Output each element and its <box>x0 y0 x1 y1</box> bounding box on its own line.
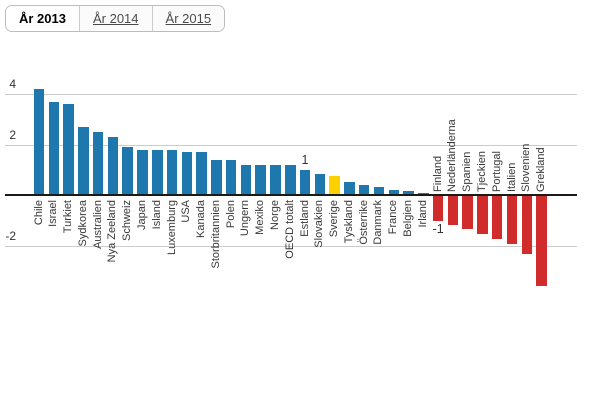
bar-label: Slovakien <box>313 200 326 248</box>
bar[interactable] <box>491 196 503 239</box>
bar[interactable] <box>166 149 178 196</box>
zero-axis-line <box>5 194 577 196</box>
bar[interactable] <box>521 196 532 255</box>
bar-label: Portugal <box>490 151 503 192</box>
bar[interactable] <box>92 131 104 195</box>
y-axis-tick-label: -2 <box>5 228 16 243</box>
bar-label: Norge <box>269 200 281 230</box>
bar[interactable] <box>344 182 355 195</box>
bar[interactable] <box>506 196 518 244</box>
bar-label: Estland <box>298 200 311 237</box>
bar[interactable] <box>63 104 74 195</box>
bar-label: France <box>387 200 400 235</box>
bar[interactable] <box>240 164 252 195</box>
bar[interactable] <box>122 147 133 195</box>
bar-label: Belgien <box>402 200 414 237</box>
bar[interactable] <box>403 191 414 195</box>
bar-label: Storbritannien <box>209 200 222 269</box>
bar[interactable] <box>477 196 488 234</box>
bar-label: Israel <box>47 200 60 227</box>
bar[interactable] <box>462 196 473 229</box>
bar[interactable] <box>536 196 547 286</box>
bar[interactable] <box>270 164 281 195</box>
bar[interactable] <box>285 164 296 195</box>
tab-year-2014[interactable]: År 2014 <box>78 6 152 31</box>
bar-label: Nederländerna <box>446 119 459 192</box>
bar-label: Ungern <box>239 200 252 237</box>
bar[interactable] <box>299 169 311 196</box>
bar[interactable] <box>78 126 89 195</box>
bar[interactable] <box>314 173 326 195</box>
bar[interactable] <box>447 196 459 225</box>
bar[interactable] <box>373 187 385 195</box>
bar-label: Australien <box>91 200 104 249</box>
bar[interactable] <box>358 184 370 195</box>
y-axis-tick-label: 2 <box>9 127 16 142</box>
bar-label: Österrike <box>357 200 370 245</box>
bar-label: USA <box>180 200 193 223</box>
gridline <box>5 144 577 146</box>
bar-label: Slovenien <box>520 143 533 192</box>
bar-label: Schweiz <box>121 200 134 241</box>
bar[interactable] <box>152 149 163 196</box>
annotation-value-label: 1 <box>301 152 309 167</box>
bar-label: Mexiko <box>254 200 267 235</box>
year-tab-bar: År 2013 År 2014 År 2015 <box>5 5 226 32</box>
bar-label: Danmark <box>372 200 385 245</box>
bar[interactable] <box>329 176 340 195</box>
bar-label: Italien <box>505 162 518 192</box>
bar-label: Japan <box>136 200 148 230</box>
bar-label: Sverige <box>328 200 341 238</box>
bar[interactable] <box>48 101 59 195</box>
bar-label: Luxemburg <box>165 200 178 256</box>
bar[interactable] <box>418 192 429 195</box>
bar[interactable] <box>137 149 148 196</box>
bar-label: Island <box>150 200 163 230</box>
bar[interactable] <box>33 88 45 195</box>
tab-year-2015[interactable]: År 2015 <box>151 6 225 31</box>
bar-label: Finland <box>431 155 444 192</box>
annotation-value-label: -1 <box>432 222 444 237</box>
bar-label: Tjeckien <box>475 151 488 192</box>
bar-label: Nya Zeeland <box>106 200 119 263</box>
bar[interactable] <box>181 152 192 195</box>
bar-label: Chile <box>32 200 45 226</box>
bar-label: Grekland <box>535 147 547 192</box>
bar[interactable] <box>211 159 222 195</box>
gridline <box>5 245 577 247</box>
bar-label: Kanada <box>195 200 208 238</box>
bar[interactable] <box>255 164 266 195</box>
bar-label: Turkiet <box>62 200 75 234</box>
bar[interactable] <box>107 136 119 195</box>
bar[interactable] <box>432 196 444 222</box>
bar[interactable] <box>196 152 207 195</box>
bar-label: Sydkorea <box>76 200 89 247</box>
bar[interactable] <box>225 159 237 195</box>
bar-label: Tyskland <box>342 200 355 244</box>
bar-label: Polen <box>224 200 237 229</box>
y-axis-tick-label: 4 <box>9 77 16 91</box>
bar-label: Spanien <box>461 151 474 192</box>
gridline <box>5 94 577 95</box>
bar-label: OECD totalt <box>283 200 296 259</box>
tab-year-2013[interactable]: År 2013 <box>6 6 79 31</box>
bar[interactable] <box>388 189 399 195</box>
